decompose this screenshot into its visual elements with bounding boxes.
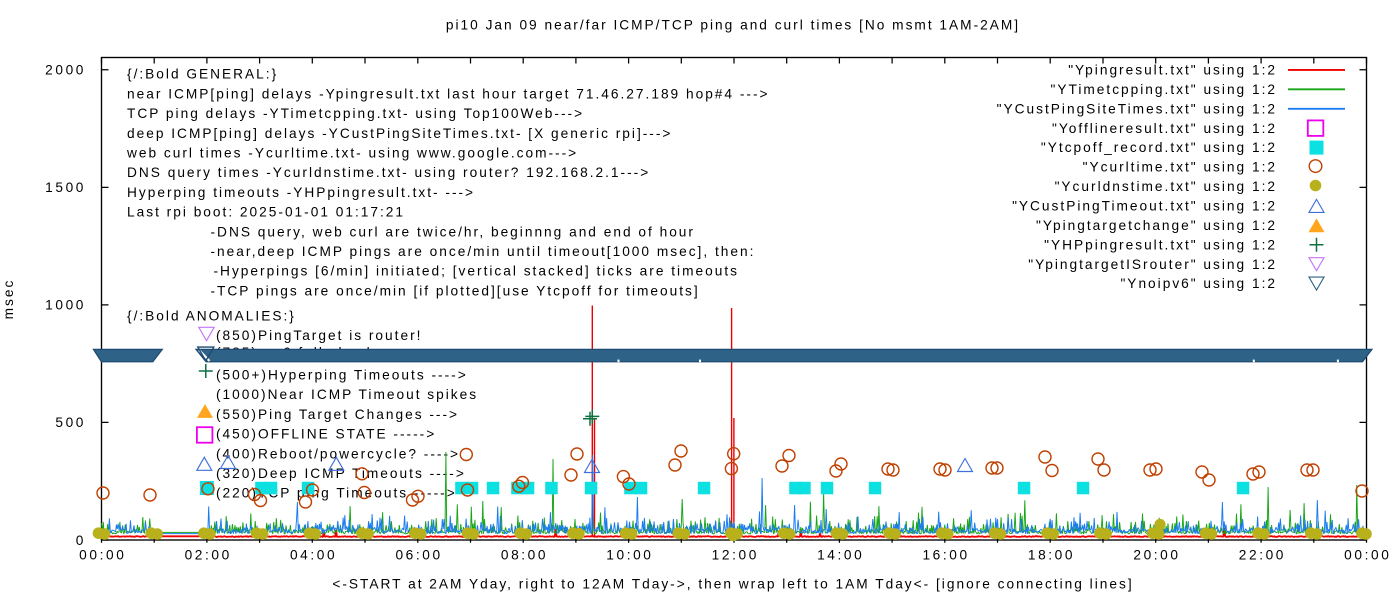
svg-text:00:00: 00:00	[79, 548, 126, 563]
svg-text:12:00: 12:00	[712, 548, 759, 563]
svg-text:DNS query times -Ycurldnstime.: DNS query times -Ycurldnstime.txt- using…	[127, 165, 650, 180]
svg-text:18:00: 18:00	[1028, 548, 1075, 563]
svg-text:(220)TCP ping Timeouts ----->: (220)TCP ping Timeouts ----->	[216, 486, 457, 501]
svg-text:(1000)Near ICMP Timeout spikes: (1000)Near ICMP Timeout spikes	[216, 387, 478, 402]
svg-text:"YCustPingTimeout.txt" using 1: "YCustPingTimeout.txt" using 1:2	[1012, 199, 1277, 214]
svg-text:"Ycurldnstime.txt" using 1:2: "Ycurldnstime.txt" using 1:2	[1055, 179, 1277, 194]
svg-text:"YHPpingresult.txt" using 1:2: "YHPpingresult.txt" using 1:2	[1044, 237, 1277, 252]
svg-text:{/:Bold GENERAL:}: {/:Bold GENERAL:}	[127, 67, 278, 82]
svg-text:(550)Ping Target Changes --->: (550)Ping Target Changes --->	[216, 407, 459, 422]
svg-text:(450)OFFLINE STATE ----->: (450)OFFLINE STATE ----->	[216, 427, 436, 442]
svg-text:{/:Bold ANOMALIES:}: {/:Bold ANOMALIES:}	[127, 308, 296, 323]
svg-text:1000: 1000	[45, 298, 86, 313]
svg-text:1500: 1500	[45, 180, 86, 195]
svg-text:(850)PingTarget is router!: (850)PingTarget is router!	[216, 328, 422, 343]
svg-text:Hyperping timeouts -YHPpingres: Hyperping timeouts -YHPpingresult.txt- -…	[127, 185, 475, 200]
svg-text:"Ypingtargetchange" using 1:2: "Ypingtargetchange" using 1:2	[1036, 218, 1277, 233]
svg-text:14:00: 14:00	[817, 548, 864, 563]
svg-text:22:00: 22:00	[1239, 548, 1286, 563]
svg-text:-TCP pings are once/min [if pl: -TCP pings are once/min [if plotted][use…	[211, 283, 700, 298]
svg-text:deep ICMP[ping] delays -YCustP: deep ICMP[ping] delays -YCustPingSiteTim…	[127, 126, 672, 141]
svg-text:(400)Reboot/powercycle? ---->: (400)Reboot/powercycle? ---->	[216, 446, 460, 461]
svg-text:"YCustPingSiteTimes.txt" using: "YCustPingSiteTimes.txt" using 1:2	[997, 101, 1277, 116]
svg-text:<-START at 2AM Yday, right to: <-START at 2AM Yday, right to 12AM Tday-…	[332, 577, 1133, 592]
svg-text:16:00: 16:00	[922, 548, 969, 563]
svg-text:"Ytcpoff_record.txt" using 1:2: "Ytcpoff_record.txt" using 1:2	[1041, 140, 1277, 155]
svg-text:02:00: 02:00	[185, 548, 232, 563]
svg-text:msec: msec	[1, 279, 16, 320]
svg-text:-Hyperpings [6/min] initiated;: -Hyperpings [6/min] initiated; [vertical…	[214, 264, 740, 279]
svg-text:500: 500	[55, 415, 86, 430]
svg-text:near ICMP[ping] delays -Ypingr: near ICMP[ping] delays -Ypingresult.txt …	[127, 86, 770, 101]
svg-text:0: 0	[76, 533, 86, 548]
svg-text:TCP ping delays -YTimetcpping.: TCP ping delays -YTimetcpping.txt- using…	[127, 106, 584, 121]
svg-text:web curl times -Ycurltime.txt-: web curl times -Ycurltime.txt- using www…	[126, 146, 578, 161]
svg-text:"YpingtargetISrouter" using 1:: "YpingtargetISrouter" using 1:2	[1028, 257, 1277, 272]
svg-text:-DNS query, web curl are twice: -DNS query, web curl are twice/hr, begin…	[211, 224, 695, 239]
svg-text:00:00: 00:00	[1344, 548, 1391, 563]
svg-text:04:00: 04:00	[290, 548, 337, 563]
svg-text:"Yofflineresult.txt" using 1:2: "Yofflineresult.txt" using 1:2	[1052, 121, 1277, 136]
svg-text:-near,deep ICMP pings are once: -near,deep ICMP pings are once/min until…	[211, 244, 756, 259]
svg-text:(320)Deep ICMP Timeouts ---->: (320)Deep ICMP Timeouts ---->	[216, 466, 466, 481]
svg-text:(500+)Hyperping Timeouts ---->: (500+)Hyperping Timeouts ---->	[216, 368, 468, 383]
svg-text:20:00: 20:00	[1133, 548, 1180, 563]
svg-text:06:00: 06:00	[395, 548, 442, 563]
svg-text:"Ynoipv6" using 1:2: "Ynoipv6" using 1:2	[1120, 276, 1277, 291]
svg-text:"Ypingresult.txt" using 1:2: "Ypingresult.txt" using 1:2	[1068, 63, 1277, 78]
svg-text:10:00: 10:00	[606, 548, 653, 563]
svg-text:Last rpi boot: 2025-01-01 01:1: Last rpi boot: 2025-01-01 01:17:21	[127, 205, 405, 220]
svg-text:08:00: 08:00	[501, 548, 548, 563]
svg-text:"YTimetcpping.txt" using 1:2: "YTimetcpping.txt" using 1:2	[1051, 82, 1278, 97]
svg-text:2000: 2000	[45, 63, 86, 78]
svg-text:pi10 Jan 09 near/far ICMP/TCP: pi10 Jan 09 near/far ICMP/TCP ping and c…	[446, 18, 1020, 33]
svg-text:"Ycurltime.txt" using 1:2: "Ycurltime.txt" using 1:2	[1083, 160, 1277, 175]
